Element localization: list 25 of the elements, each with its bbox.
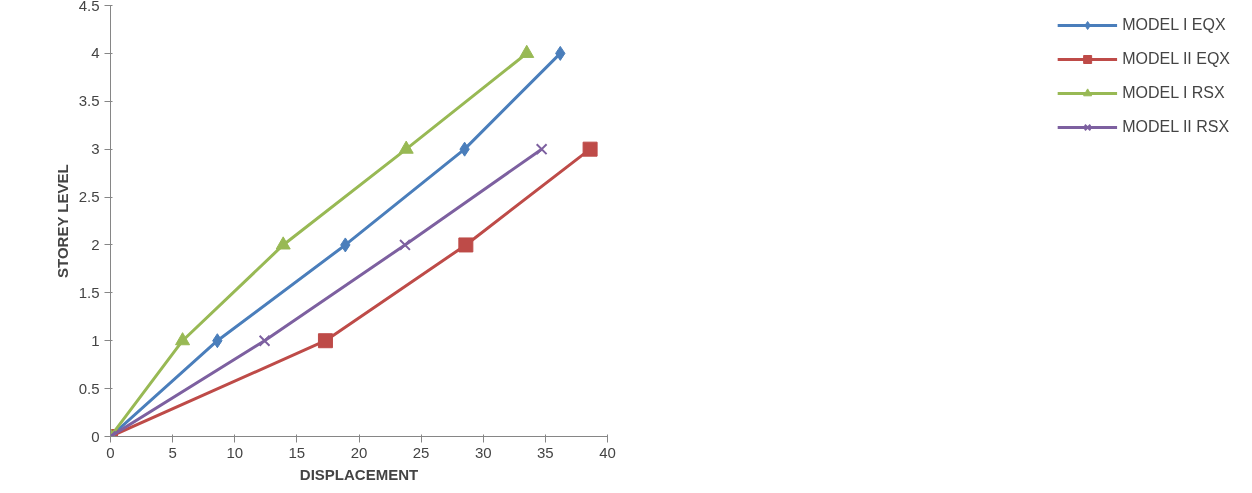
legend-label: MODEL II RSX (1122, 118, 1230, 136)
x-tick-label: 25 (412, 443, 430, 461)
y-tick-label: 1 (91, 331, 100, 349)
x-tick-label: 30 (474, 443, 492, 461)
x-tick-label: 35 (537, 443, 554, 461)
y-tick-label: 1.5 (78, 283, 100, 301)
y-tick-label: 3 (91, 140, 100, 158)
x-tick-label: 20 (350, 443, 368, 461)
x-tick-label: 40 (599, 443, 616, 461)
y-tick-label: 4 (91, 44, 100, 62)
x-tick-label: 10 (226, 443, 244, 461)
legend-label: MODEL I EQX (1122, 16, 1226, 34)
y-tick-label: 2.5 (78, 188, 100, 206)
y-tick-label: 2 (91, 235, 100, 253)
y-axis-title: STOREY LEVEL (53, 164, 71, 278)
y-tick-label: 0.5 (78, 379, 100, 397)
y-tick-label: 4.5 (78, 0, 100, 14)
x-axis-title: DISPLACEMENT (299, 465, 419, 483)
y-tick-label: 0 (91, 427, 100, 445)
x-tick-label: 5 (168, 443, 177, 461)
x-tick-label: 0 (106, 443, 115, 461)
x-tick-label: 15 (288, 443, 306, 461)
y-tick-label: 3.5 (78, 92, 100, 110)
legend-label: MODEL I RSX (1122, 84, 1225, 102)
legend-label: MODEL II EQX (1122, 50, 1230, 68)
